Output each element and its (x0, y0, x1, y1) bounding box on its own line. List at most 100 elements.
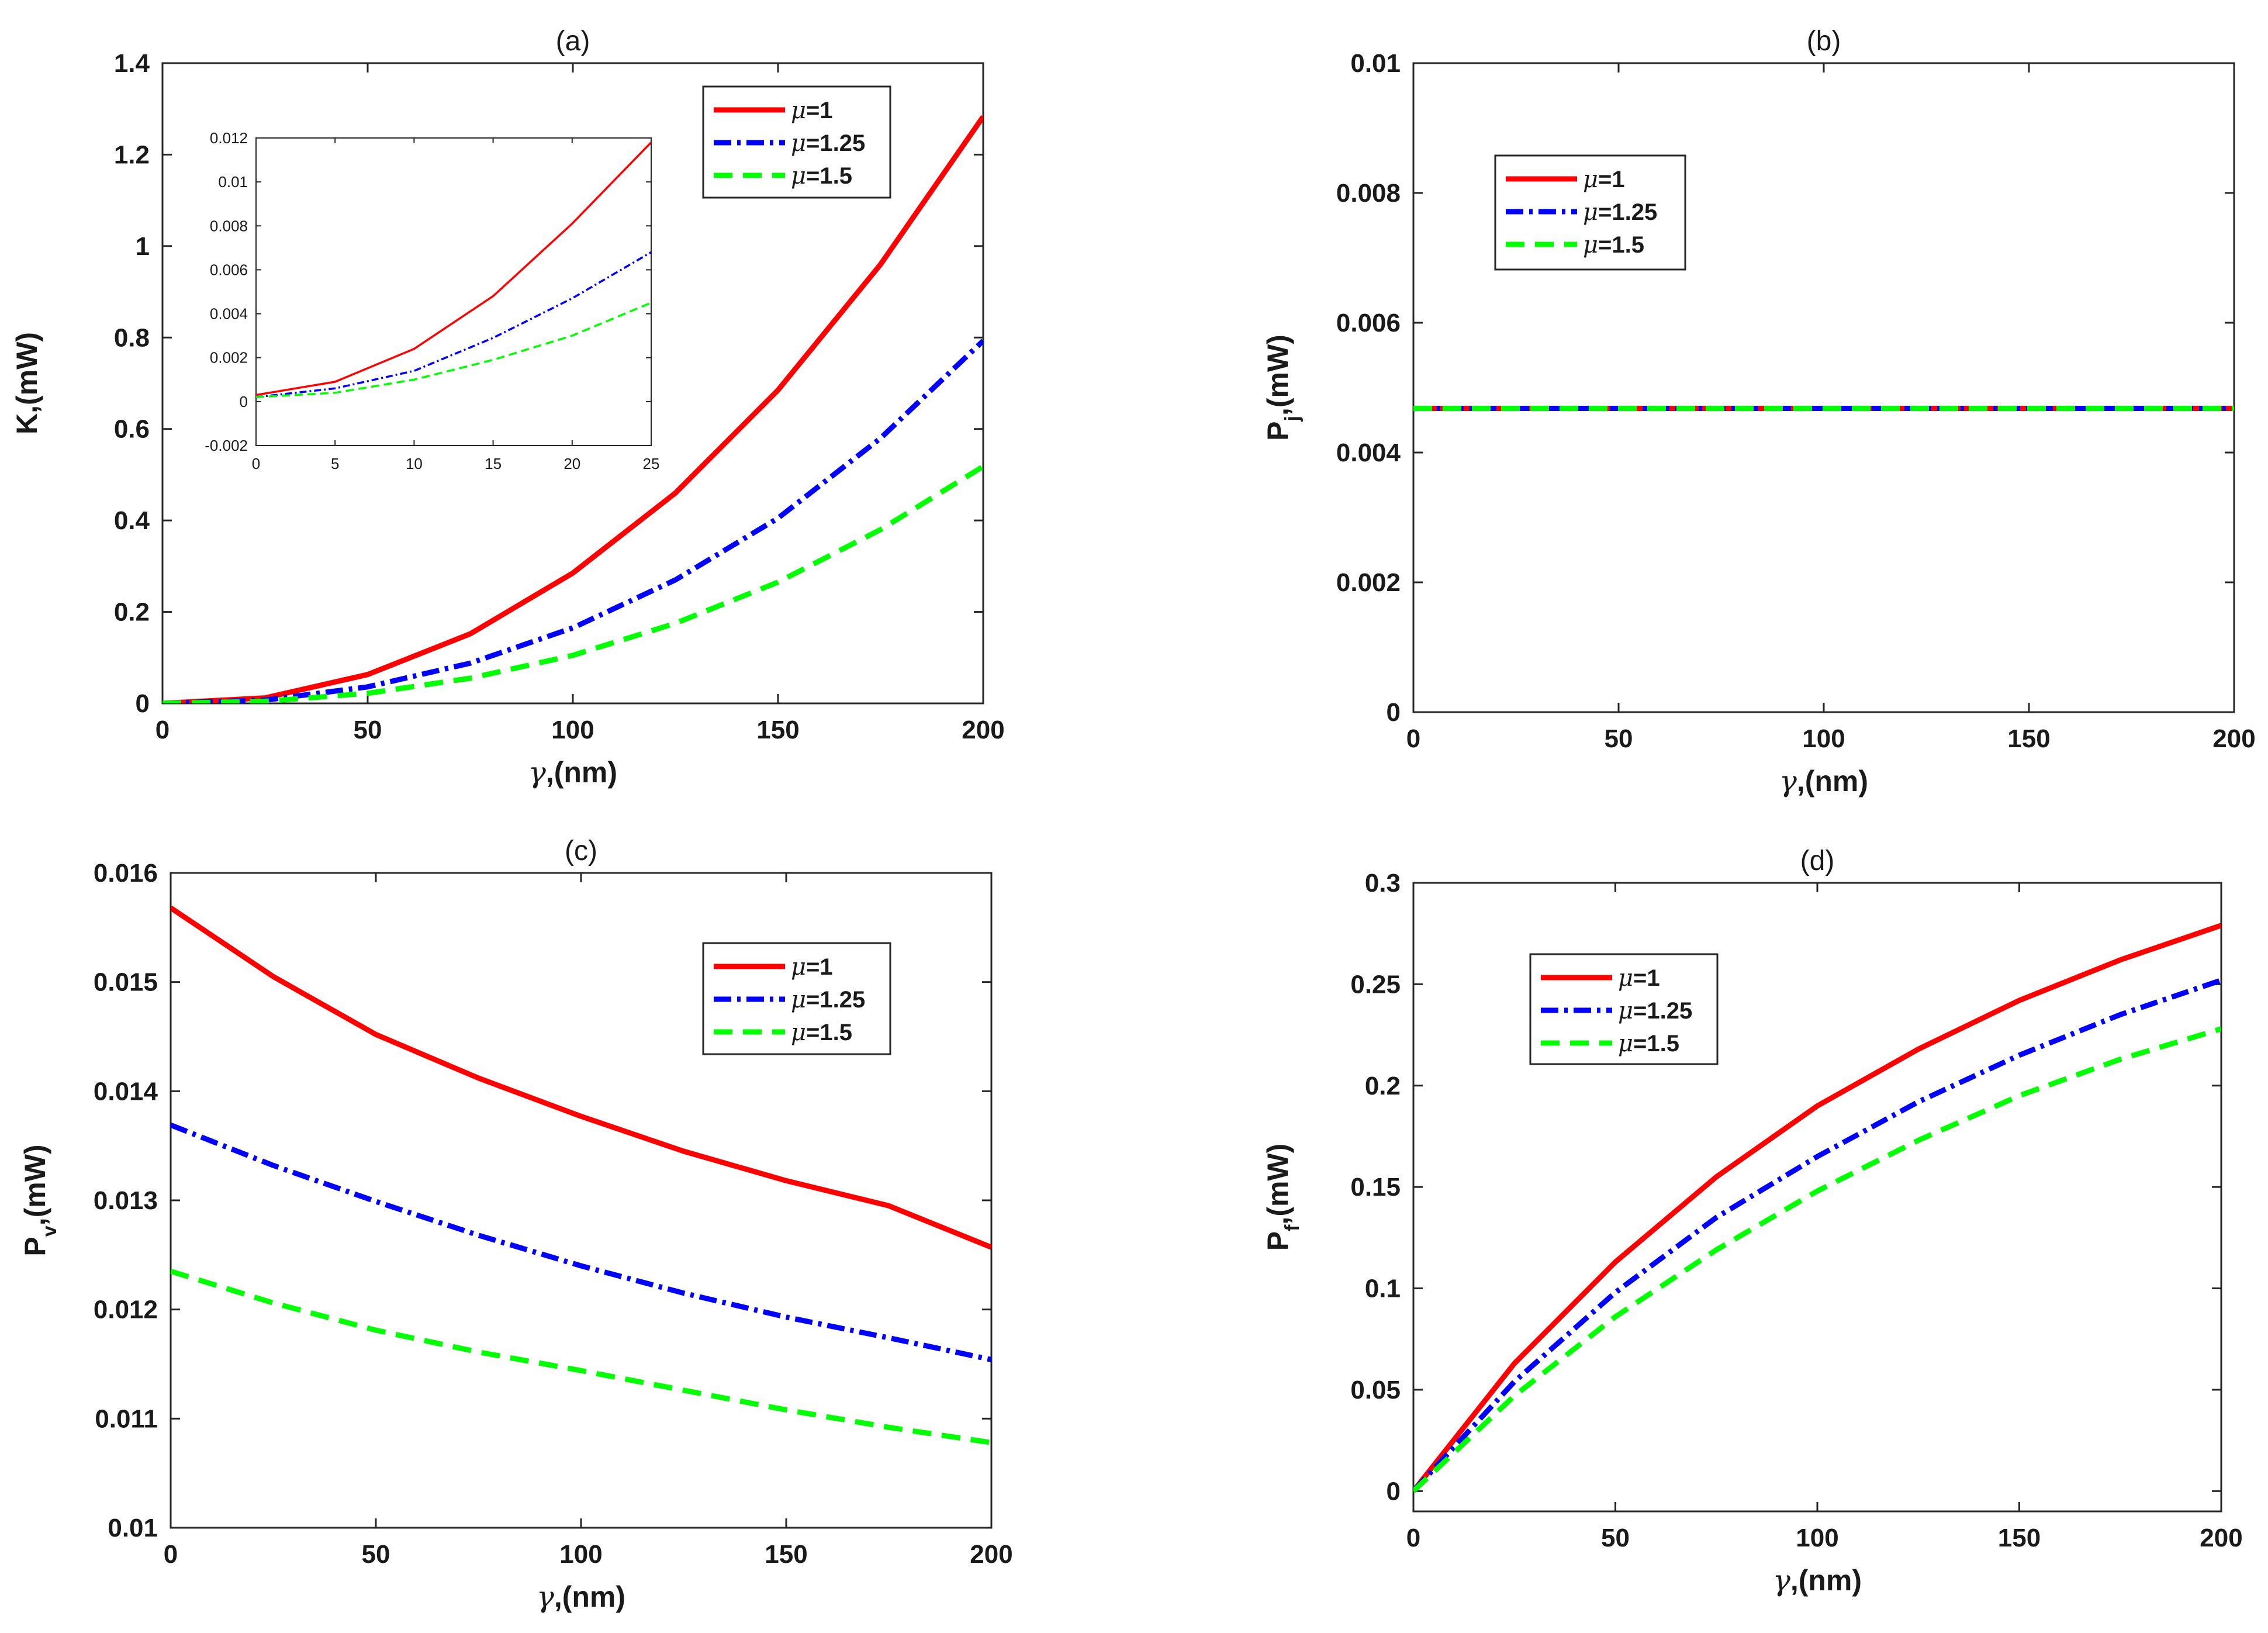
panel-title: (c) (565, 836, 597, 866)
legend: μ=1μ=1.25μ=1.5 (1494, 154, 1686, 271)
legend-label: μ=1.25 (1618, 997, 1692, 1024)
y-axis-label-main: P (19, 1237, 51, 1256)
legend-label-value: =1.25 (806, 130, 865, 156)
inset-series-line (255, 141, 652, 396)
inset-series-line (255, 302, 652, 399)
inset-x-tick-label: 25 (643, 455, 660, 472)
legend-label: μ=1.5 (791, 163, 852, 189)
legend-label-symbol: μ (1583, 232, 1598, 258)
inset-y-tick-label: 0.012 (210, 129, 248, 147)
series-line (1413, 1026, 2221, 1493)
legend-box (1494, 154, 1686, 271)
inset-x-tick-label: 10 (406, 455, 423, 472)
y-axis-label-main: P (1261, 421, 1294, 440)
y-tick-label: 0.016 (94, 859, 158, 888)
x-axis-label-unit: ,(nm) (554, 1580, 625, 1613)
y-axis-label-main: P (1261, 1231, 1294, 1251)
legend-label-symbol: μ (1583, 199, 1598, 226)
legend: μ =1 μ=1.25 μ=1.5 (702, 85, 891, 199)
x-tick-label: 50 (1605, 724, 1633, 753)
legend-label-symbol: μ (1618, 965, 1633, 992)
legend-label: μ=1 (791, 954, 833, 981)
inset-y-tick-label: 0.008 (210, 217, 248, 234)
legend-label-value: =1 (806, 98, 833, 123)
x-axis-label-unit: ,(nm) (1797, 765, 1868, 797)
x-axis-label-symbol: γ (528, 755, 546, 789)
y-tick-label: 0.01 (108, 1514, 158, 1542)
y-tick-label: 0.15 (1350, 1173, 1401, 1202)
x-tick-label: 200 (2212, 724, 2255, 753)
legend-label-value: =1.5 (1598, 232, 1644, 258)
legend: μ=1μ=1.25μ=1.5 (702, 942, 891, 1055)
inset-frame (255, 137, 652, 446)
legend-label: μ=1.5 (791, 1019, 852, 1046)
inset-x-tick-label: 15 (485, 455, 502, 472)
x-axis-label: γ,(nm) (1773, 1563, 1862, 1597)
chart-panel-c: 0 50 100 150 200 0.01 0.011 0.012 0.013 0.014 0.01… (19, 836, 1013, 1614)
y-tick-label: 0.013 (94, 1186, 158, 1215)
x-tick-label: 200 (2200, 1524, 2242, 1552)
x-tick-label: 100 (551, 716, 594, 744)
x-axis-label: γ,(nm) (1779, 764, 1868, 798)
legend-box (702, 85, 891, 199)
y-tick-label: 0.015 (94, 968, 158, 997)
x-tick-label: 50 (1601, 1524, 1630, 1552)
legend-label-value: =1 (1598, 167, 1625, 192)
inset-x-tick-label: 5 (331, 455, 339, 472)
x-tick-label: 0 (155, 716, 170, 744)
inset-y-tick-label: -0.002 (205, 437, 248, 454)
legend-label-value: =1.25 (1633, 998, 1692, 1024)
x-tick-label: 150 (756, 716, 799, 744)
y-tick-label: 0.014 (94, 1077, 158, 1106)
series-group (171, 905, 991, 1445)
y-axis-label-subscript: v (39, 1225, 61, 1237)
y-tick-label: 0 (136, 689, 150, 718)
legend-label-symbol: μ (1618, 1030, 1633, 1057)
legend-label-value: =1.5 (806, 1020, 852, 1045)
legend-label: μ=1 (1618, 965, 1660, 992)
y-tick-label: 0.6 (114, 415, 150, 444)
y-axis-label-unit: ,(mW) (1261, 1144, 1294, 1225)
y-tick-label: 0.008 (1336, 179, 1401, 208)
y-tick-label: 0.05 (1350, 1376, 1401, 1404)
series-line (163, 464, 983, 703)
inset-y-tick-label: 0.01 (218, 173, 248, 191)
y-tick-label: 0.011 (95, 1404, 158, 1433)
series-line (163, 339, 983, 703)
x-tick-label: 0 (1406, 724, 1420, 753)
legend-label-symbol: μ (791, 163, 806, 189)
x-tick-label: 100 (559, 1540, 602, 1569)
y-tick-label: 0 (1387, 1477, 1401, 1506)
x-axis-label-unit: ,(nm) (1790, 1564, 1862, 1597)
panel-title: (b) (1807, 26, 1841, 57)
y-axis-label-subscript: j (1281, 416, 1304, 422)
y-tick-label: 0.012 (94, 1296, 158, 1324)
legend: μ=1μ=1.25μ=1.5 (1529, 953, 1719, 1065)
y-axis-label-unit: ,(mW) (19, 1144, 51, 1225)
legend-label-symbol: μ (791, 986, 806, 1013)
y-tick-label: 0.002 (1336, 568, 1401, 597)
x-axis-label: γ,(nm) (537, 1580, 625, 1614)
x-tick-label: 200 (970, 1540, 1012, 1569)
legend-label: μ=1.25 (791, 130, 865, 157)
inset-x-tick-label: 20 (563, 455, 580, 472)
legend-label: μ=1.25 (1583, 199, 1657, 226)
y-tick-label: 0.006 (1336, 309, 1401, 337)
series-group (1413, 923, 2221, 1493)
inset-y-tick-label: 0.002 (210, 349, 248, 367)
legend-label: μ=1.25 (791, 986, 865, 1013)
legend-label-value: =1.5 (1633, 1031, 1679, 1057)
legend-box (1529, 953, 1719, 1065)
x-axis-label-symbol: γ (537, 1580, 554, 1614)
legend-label-symbol: μ (1618, 997, 1633, 1024)
series-line (1413, 978, 2221, 1493)
x-axis-label-symbol: γ (1773, 1563, 1790, 1597)
x-tick-label: 150 (765, 1540, 807, 1569)
legend-label: μ=1.5 (1618, 1030, 1679, 1057)
x-tick-label: 0 (164, 1540, 178, 1569)
y-tick-label: 1.4 (114, 49, 150, 78)
x-axis-label-symbol: γ (1779, 764, 1797, 798)
chart-panel-a: 0 50 100 150 20000.20.40.60.811.21.4(a)γ,(nm… (11, 26, 1005, 789)
series-line (171, 1269, 991, 1445)
